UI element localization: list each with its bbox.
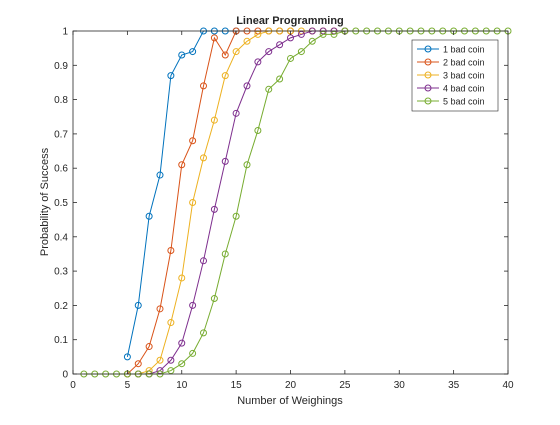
series-2-point: [145, 343, 153, 351]
series-4-point: [210, 205, 218, 213]
series-3-point: [254, 30, 262, 38]
y-tick-label: 0.4: [54, 232, 68, 243]
series-1-point: [156, 171, 164, 179]
series-1-point: [145, 212, 153, 220]
series-5-point: [287, 54, 294, 62]
series-3-point: [167, 319, 175, 327]
series-4-point: [243, 82, 251, 90]
series-5-point: [200, 329, 207, 337]
x-tick-label: 20: [285, 380, 297, 391]
series-5-point: [221, 250, 229, 258]
y-tick-label: 0.9: [54, 61, 68, 72]
y-tick-label: 1: [62, 27, 68, 38]
series-2-point: [134, 360, 142, 368]
y-tick-label: 0.7: [54, 129, 68, 140]
legend-label: 3 bad coin: [443, 70, 485, 80]
series-2-point: [221, 51, 229, 59]
series-5-point: [189, 349, 197, 357]
legend-item-1: 1 bad coin: [417, 44, 485, 54]
series-4-point: [221, 157, 229, 165]
y-tick-label: 0.2: [54, 301, 68, 312]
legend-marker: [424, 84, 432, 92]
series-1-point: [134, 301, 142, 309]
series-5-point: [265, 85, 273, 93]
legend-marker: [424, 71, 432, 79]
series-1-point: [167, 72, 175, 80]
y-tick-label: 0.5: [54, 198, 68, 209]
series-5-point: [232, 212, 240, 220]
series-4-point: [178, 339, 186, 347]
x-tick-label: 25: [339, 380, 351, 391]
y-tick-label: 0.1: [54, 335, 68, 346]
series-4-point: [189, 301, 197, 309]
series-3-point: [221, 72, 229, 80]
series-2-point: [210, 34, 218, 42]
series-3-point: [210, 116, 218, 124]
series-5-point: [167, 367, 175, 375]
legend-item-3: 3 bad coin: [417, 70, 485, 80]
axis-layer: 0 5 10 15 20 25 30 35 40 0 0.1 0.2 0.3 0.4 0.5 0.6 0.7 0.…: [54, 27, 514, 392]
series-1-point: [189, 48, 197, 56]
x-axis-label: Number of Weighings: [237, 395, 343, 407]
x-tick-label: 40: [502, 380, 514, 391]
series-1-point: [178, 51, 186, 59]
x-tick-label: 5: [125, 380, 131, 391]
series-5-point: [319, 30, 327, 38]
series-4-point: [297, 30, 305, 38]
series-4-point: [254, 58, 262, 66]
legend-marker: [424, 45, 432, 53]
x-tick-label: 35: [448, 380, 460, 391]
legend-marker: [424, 58, 432, 66]
legend-label: 2 bad coin: [443, 57, 485, 67]
series-3-point: [189, 199, 197, 206]
chart-title: Linear Programming: [236, 15, 344, 27]
y-tick-label: 0.8: [54, 95, 68, 106]
series-3-point: [200, 154, 207, 162]
series-2-point: [167, 247, 175, 255]
legend-item-2: 2 bad coin: [417, 57, 485, 67]
series-3-point: [232, 48, 240, 56]
series-5-point: [210, 295, 218, 303]
series-3-point: [156, 356, 164, 364]
series-3-point: [243, 37, 251, 45]
y-tick-label: 0: [62, 370, 68, 381]
legend-marker: [424, 97, 432, 105]
series-5-point: [178, 360, 186, 368]
series-5-point: [243, 161, 251, 169]
series-5-point: [254, 126, 262, 134]
series-1-point: [123, 353, 131, 361]
series-5-point: [308, 37, 316, 45]
series-5-point: [330, 30, 338, 38]
x-tick-label: 15: [231, 380, 243, 391]
series-5-point: [297, 48, 305, 56]
legend-item-5: 5 bad coin: [417, 96, 485, 106]
y-axis-label: Probability of Success: [39, 147, 51, 256]
series-4-point: [276, 41, 284, 49]
series-4-point: [200, 257, 207, 265]
legend-label: 5 bad coin: [443, 96, 485, 106]
series-2-point: [156, 305, 164, 313]
series-2-point: [200, 82, 207, 90]
legend-label: 4 bad coin: [443, 83, 485, 93]
series-4-point: [167, 356, 175, 364]
legend-item-4: 4 bad coin: [417, 83, 485, 93]
series-3-point: [178, 274, 186, 282]
series-2-point: [178, 161, 186, 169]
y-tick-label: 0.3: [54, 267, 68, 278]
x-tick-label: 10: [176, 380, 188, 391]
x-tick-label: 0: [70, 380, 76, 391]
series-2-point: [189, 137, 197, 145]
series-4-point: [232, 109, 240, 117]
series-5-point: [276, 75, 284, 83]
legend: 1 bad coin 2 bad coin 3 bad coin 4 bad coin…: [411, 39, 499, 112]
series-4-point: [265, 48, 273, 56]
legend-label: 1 bad coin: [443, 44, 485, 54]
x-tick-label: 30: [394, 380, 406, 391]
y-tick-label: 0.6: [54, 164, 68, 175]
